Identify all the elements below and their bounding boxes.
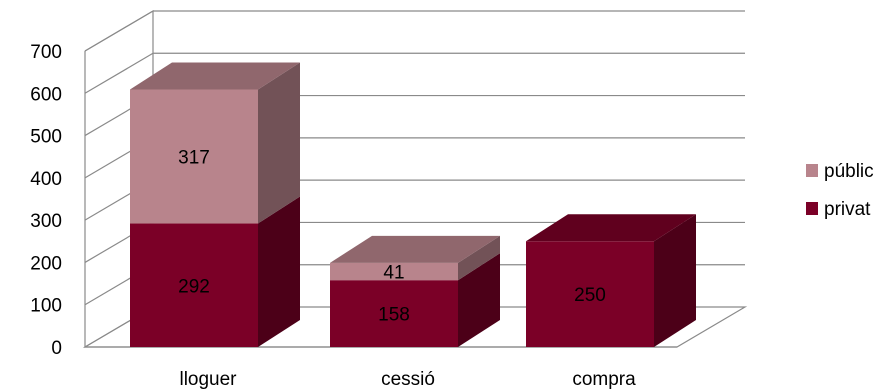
y-tick-label-0: 0 <box>51 338 62 359</box>
data-labels: 292 317 158 41 250 <box>178 148 606 326</box>
legend-swatch-privat <box>806 202 818 215</box>
bar-top-compra <box>526 214 696 242</box>
x-category-label-compra: compra <box>572 369 636 390</box>
legend-label-públic: públic <box>824 161 874 182</box>
x-axis-categories: lloguer cessió compra <box>179 369 636 390</box>
x-category-label-lloguer: lloguer <box>179 369 237 390</box>
data-label-cessió-públic: 41 <box>383 263 404 284</box>
data-label-cessió-privat: 158 <box>378 305 410 326</box>
y-axis-ticks: 0 100 200 300 400 500 600 700 <box>30 42 62 359</box>
y-tick-label-200: 200 <box>30 253 62 274</box>
bar-side-compra-privat <box>654 214 696 347</box>
data-label-lloguer-públic: 317 <box>178 148 210 169</box>
gridline-side-600 <box>84 52 154 94</box>
bar-compra-privat <box>526 241 654 347</box>
legend-swatch-públic <box>806 164 818 177</box>
bar-lloguer-públic <box>130 89 258 224</box>
bar-side-cessió-públic <box>458 235 500 281</box>
bar-lloguer-privat <box>130 223 258 347</box>
bar-side-lloguer-privat <box>258 196 300 347</box>
data-label-compra-privat: 250 <box>574 285 606 306</box>
x-category-label-cessió: cessió <box>381 369 435 390</box>
y-tick-label-400: 400 <box>30 169 62 190</box>
y-tick-label-500: 500 <box>30 127 62 148</box>
y-tick-label-700: 700 <box>30 42 62 63</box>
bar-side-lloguer-públic <box>258 62 300 224</box>
gridline-side-700 <box>84 10 154 52</box>
legend-label-privat: privat <box>824 199 871 220</box>
bar-cessió-públic <box>330 262 458 281</box>
y-tick-label-600: 600 <box>30 84 62 105</box>
bar-side-cessió-privat <box>458 253 500 347</box>
bar-top-lloguer <box>130 62 300 90</box>
y-tick-label-300: 300 <box>30 211 62 232</box>
data-label-lloguer-privat: 292 <box>178 276 210 297</box>
y-tick-label-100: 100 <box>30 296 62 317</box>
legend: públic privat <box>806 161 874 220</box>
bars <box>130 62 696 347</box>
bar-cessió-privat <box>330 280 458 347</box>
bar-top-cessió <box>330 235 500 263</box>
